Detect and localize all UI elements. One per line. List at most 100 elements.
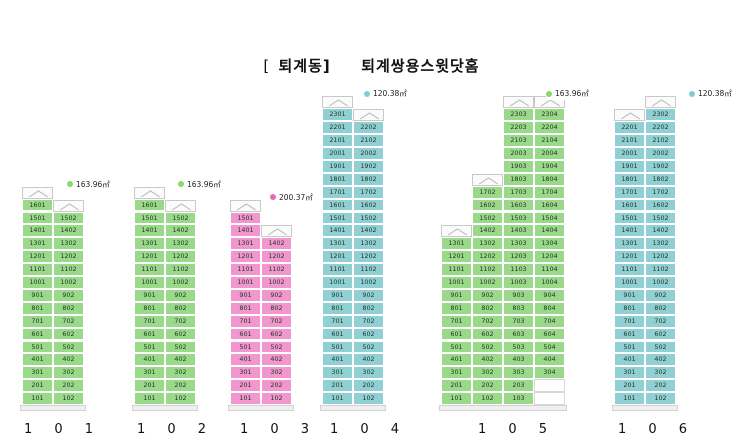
unit-cell[interactable]: 101 — [441, 392, 472, 405]
unit-cell[interactable]: 302 — [353, 366, 384, 380]
unit-cell[interactable]: 301 — [441, 366, 472, 380]
unit-cell[interactable]: 2102 — [645, 134, 676, 147]
unit-cell[interactable]: 1504 — [534, 211, 565, 225]
unit-cell[interactable]: 304 — [534, 366, 565, 380]
unit-cell[interactable]: 1202 — [353, 250, 384, 264]
unit-cell[interactable]: 401 — [441, 353, 472, 367]
unit-cell[interactable]: 1002 — [645, 276, 676, 289]
unit-cell[interactable]: 902 — [472, 288, 503, 302]
unit-cell[interactable]: 1601 — [322, 198, 353, 212]
unit-cell[interactable]: 401 — [134, 353, 165, 367]
unit-cell[interactable]: 1102 — [261, 263, 292, 276]
unit-cell[interactable]: 902 — [353, 288, 384, 302]
unit-cell[interactable]: 1401 — [22, 224, 53, 238]
unit-cell[interactable]: 501 — [614, 340, 645, 354]
unit-cell[interactable]: 1402 — [165, 224, 196, 238]
empty-unit-cell[interactable] — [534, 392, 565, 405]
unit-cell[interactable]: 301 — [322, 366, 353, 380]
unit-cell[interactable]: 2002 — [645, 147, 676, 160]
unit-cell[interactable]: 702 — [645, 314, 676, 328]
unit-cell[interactable]: 2001 — [614, 147, 645, 160]
unit-cell[interactable]: 901 — [22, 288, 53, 302]
unit-cell[interactable]: 1502 — [645, 211, 676, 225]
unit-cell[interactable]: 1801 — [322, 172, 353, 186]
unit-cell[interactable]: 102 — [165, 392, 196, 405]
unit-cell[interactable]: 2101 — [614, 134, 645, 147]
unit-cell[interactable]: 1302 — [472, 237, 503, 251]
unit-cell[interactable]: 1303 — [503, 237, 534, 251]
unit-cell[interactable]: 1701 — [322, 185, 353, 199]
unit-cell[interactable]: 502 — [353, 340, 384, 354]
unit-cell[interactable]: 101 — [134, 392, 165, 405]
unit-cell[interactable]: 602 — [261, 327, 292, 341]
unit-cell[interactable]: 901 — [441, 288, 472, 302]
unit-cell[interactable]: 301 — [614, 366, 645, 380]
unit-cell[interactable]: 1501 — [230, 211, 261, 225]
unit-cell[interactable]: 1902 — [353, 159, 384, 173]
building-label[interactable]: 1 0 4 — [330, 422, 409, 437]
unit-cell[interactable]: 802 — [353, 301, 384, 315]
unit-cell[interactable]: 801 — [230, 301, 261, 315]
unit-cell[interactable]: 1101 — [134, 263, 165, 276]
unit-cell[interactable]: 1202 — [645, 250, 676, 264]
unit-cell[interactable]: 302 — [472, 366, 503, 380]
unit-cell[interactable]: 1901 — [322, 159, 353, 173]
unit-cell[interactable]: 1301 — [22, 237, 53, 251]
unit-cell[interactable]: 1401 — [614, 224, 645, 238]
unit-cell[interactable]: 202 — [472, 379, 503, 393]
unit-cell[interactable]: 601 — [134, 327, 165, 341]
unit-cell[interactable]: 1204 — [534, 250, 565, 264]
unit-cell[interactable]: 801 — [22, 301, 53, 315]
unit-cell[interactable]: 1704 — [534, 185, 565, 199]
unit-cell[interactable]: 1501 — [134, 211, 165, 225]
unit-cell[interactable]: 902 — [165, 288, 196, 302]
unit-cell[interactable]: 901 — [230, 288, 261, 302]
unit-cell[interactable]: 1602 — [645, 198, 676, 212]
unit-cell[interactable]: 1401 — [134, 224, 165, 238]
unit-cell[interactable]: 1701 — [614, 185, 645, 199]
unit-cell[interactable]: 1904 — [534, 159, 565, 173]
unit-cell[interactable]: 302 — [261, 366, 292, 380]
unit-cell[interactable]: 1202 — [472, 250, 503, 264]
unit-cell[interactable]: 102 — [53, 392, 84, 405]
unit-cell[interactable]: 1601 — [614, 198, 645, 212]
unit-cell[interactable]: 402 — [165, 353, 196, 367]
unit-cell[interactable]: 1202 — [53, 250, 84, 264]
unit-cell[interactable]: 1402 — [53, 224, 84, 238]
unit-cell[interactable]: 301 — [134, 366, 165, 380]
unit-cell[interactable]: 1403 — [503, 224, 534, 238]
unit-cell[interactable]: 102 — [353, 392, 384, 405]
unit-cell[interactable]: 1101 — [230, 263, 261, 276]
unit-cell[interactable]: 2202 — [645, 121, 676, 135]
unit-cell[interactable]: 801 — [322, 301, 353, 315]
unit-cell[interactable]: 501 — [22, 340, 53, 354]
unit-cell[interactable]: 301 — [22, 366, 53, 380]
unit-cell[interactable]: 2002 — [353, 147, 384, 160]
unit-cell[interactable]: 1601 — [134, 198, 165, 212]
unit-cell[interactable]: 601 — [614, 327, 645, 341]
unit-cell[interactable]: 1302 — [645, 237, 676, 251]
unit-cell[interactable]: 1002 — [261, 276, 292, 289]
unit-cell[interactable]: 1901 — [614, 159, 645, 173]
unit-cell[interactable]: 1101 — [22, 263, 53, 276]
unit-cell[interactable]: 1304 — [534, 237, 565, 251]
unit-cell[interactable]: 1001 — [614, 276, 645, 289]
unit-cell[interactable]: 801 — [441, 301, 472, 315]
unit-cell[interactable]: 202 — [165, 379, 196, 393]
unit-cell[interactable]: 1002 — [353, 276, 384, 289]
unit-cell[interactable]: 901 — [134, 288, 165, 302]
unit-cell[interactable]: 702 — [165, 314, 196, 328]
unit-cell[interactable]: 2003 — [503, 147, 534, 160]
unit-cell[interactable]: 802 — [472, 301, 503, 315]
unit-cell[interactable]: 802 — [165, 301, 196, 315]
unit-cell[interactable]: 604 — [534, 327, 565, 341]
unit-cell[interactable]: 2103 — [503, 134, 534, 147]
unit-cell[interactable]: 402 — [261, 353, 292, 367]
unit-cell[interactable]: 1902 — [645, 159, 676, 173]
unit-cell[interactable]: 1502 — [53, 211, 84, 225]
unit-cell[interactable]: 2201 — [614, 121, 645, 135]
unit-cell[interactable]: 1202 — [165, 250, 196, 264]
unit-cell[interactable]: 401 — [22, 353, 53, 367]
unit-cell[interactable]: 302 — [165, 366, 196, 380]
unit-cell[interactable]: 701 — [614, 314, 645, 328]
